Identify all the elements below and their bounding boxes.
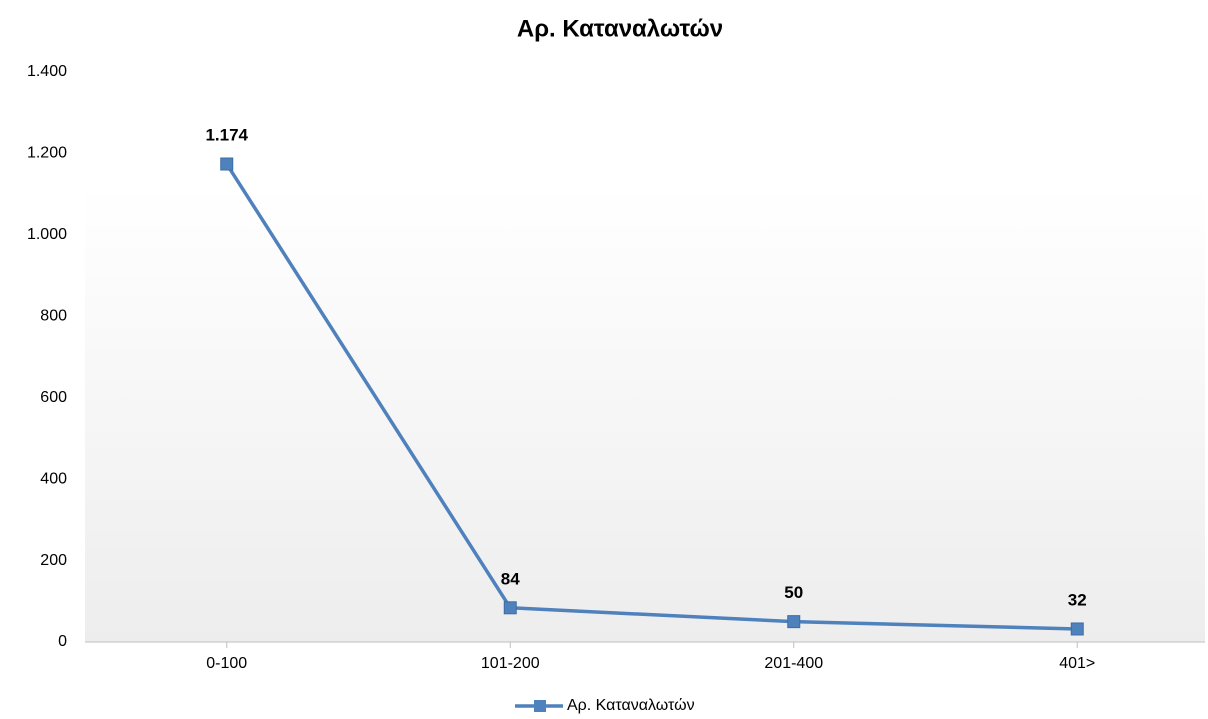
y-tick-label: 1.000	[27, 226, 67, 243]
data-label: 32	[1068, 590, 1087, 609]
chart-title: Αρ. Καταναλωτών	[517, 15, 723, 42]
data-label: 1.174	[205, 125, 248, 144]
marker	[787, 615, 801, 629]
data-label: 84	[501, 569, 520, 588]
y-tick-label: 200	[40, 552, 67, 569]
y-tick-label: 0	[58, 633, 67, 650]
plot-area	[85, 72, 1205, 642]
y-tick-label: 600	[40, 389, 67, 406]
marker	[503, 601, 517, 615]
y-tick-label: 400	[40, 470, 67, 487]
y-tick-label: 1.400	[27, 63, 67, 80]
marker	[220, 157, 234, 171]
series-line	[225, 163, 1078, 631]
x-tick-label: 0-100	[206, 655, 247, 672]
y-tick-label: 1.200	[27, 145, 67, 162]
legend-label: Αρ. Καταναλωτών	[567, 697, 695, 714]
legend-marker	[534, 700, 546, 712]
marker	[1070, 622, 1084, 636]
x-tick-label: 101-200	[481, 655, 540, 672]
data-label: 50	[784, 583, 803, 602]
x-tick-label: 401>	[1059, 655, 1095, 672]
x-tick-label: 201-400	[764, 655, 823, 672]
y-tick-label: 800	[40, 308, 67, 325]
